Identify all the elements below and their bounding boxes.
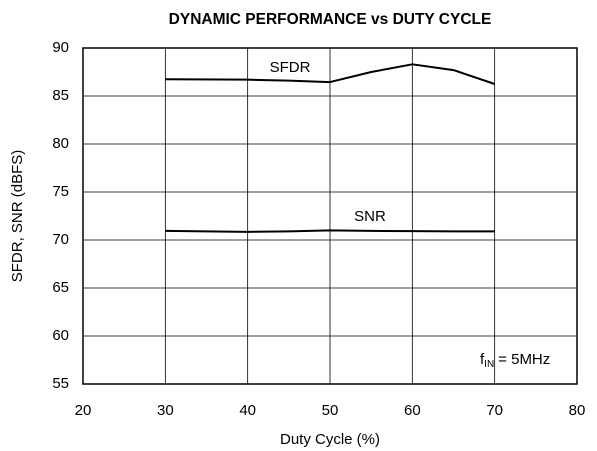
y-tick-label: 55 — [52, 375, 69, 392]
chart-title: DYNAMIC PERFORMANCE vs DUTY CYCLE — [169, 11, 492, 28]
x-tick-label: 80 — [569, 402, 586, 419]
y-axis-label: SFDR, SNR (dBFS) — [9, 150, 26, 283]
y-tick-label: 75 — [52, 183, 69, 200]
annotation-rest: = 5MHz — [498, 351, 550, 368]
y-tick-label: 85 — [52, 87, 69, 104]
y-tick-label: 90 — [52, 39, 69, 56]
x-tick-label: 50 — [322, 402, 339, 419]
y-tick-label: 70 — [52, 231, 69, 248]
x-tick-label: 30 — [157, 402, 174, 419]
x-tick-label: 70 — [486, 402, 503, 419]
x-axis-label: Duty Cycle (%) — [280, 431, 380, 448]
data-line — [165, 63, 495, 85]
y-tick-label: 80 — [52, 135, 69, 152]
annotation-sub: IN — [484, 359, 494, 370]
annotation-main: f — [480, 351, 485, 368]
y-tick-label: 65 — [52, 279, 69, 296]
annotation: fIN = 5MHz — [480, 351, 550, 370]
y-tick-label: 60 — [52, 327, 69, 344]
series-label: SNR — [354, 208, 386, 225]
x-tick-label: 40 — [239, 402, 256, 419]
x-tick-label: 60 — [404, 402, 421, 419]
data-line — [165, 229, 495, 233]
series-label: SFDR — [270, 59, 311, 76]
x-tick-label: 20 — [75, 402, 92, 419]
